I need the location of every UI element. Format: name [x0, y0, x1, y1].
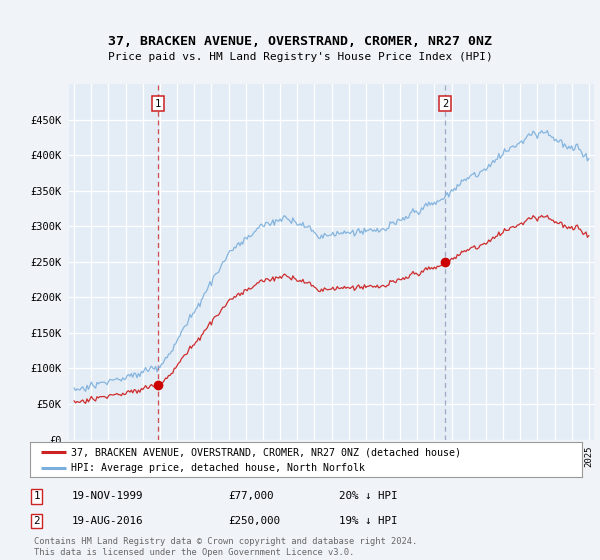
- Text: 2: 2: [34, 516, 40, 526]
- Text: 19-AUG-2016: 19-AUG-2016: [71, 516, 143, 526]
- Text: Contains HM Land Registry data © Crown copyright and database right 2024.
This d: Contains HM Land Registry data © Crown c…: [34, 538, 418, 557]
- Text: 19-NOV-1999: 19-NOV-1999: [71, 491, 143, 501]
- Text: 37, BRACKEN AVENUE, OVERSTRAND, CROMER, NR27 0NZ: 37, BRACKEN AVENUE, OVERSTRAND, CROMER, …: [108, 35, 492, 48]
- Text: 20% ↓ HPI: 20% ↓ HPI: [339, 491, 398, 501]
- Text: £77,000: £77,000: [229, 491, 274, 501]
- Text: 1: 1: [155, 99, 161, 109]
- Text: 37, BRACKEN AVENUE, OVERSTRAND, CROMER, NR27 0NZ (detached house): 37, BRACKEN AVENUE, OVERSTRAND, CROMER, …: [71, 447, 461, 457]
- Text: 1: 1: [34, 491, 40, 501]
- Text: Price paid vs. HM Land Registry's House Price Index (HPI): Price paid vs. HM Land Registry's House …: [107, 52, 493, 62]
- Text: 19% ↓ HPI: 19% ↓ HPI: [339, 516, 398, 526]
- Text: £250,000: £250,000: [229, 516, 281, 526]
- Text: HPI: Average price, detached house, North Norfolk: HPI: Average price, detached house, Nort…: [71, 464, 365, 473]
- Text: 2: 2: [442, 99, 448, 109]
